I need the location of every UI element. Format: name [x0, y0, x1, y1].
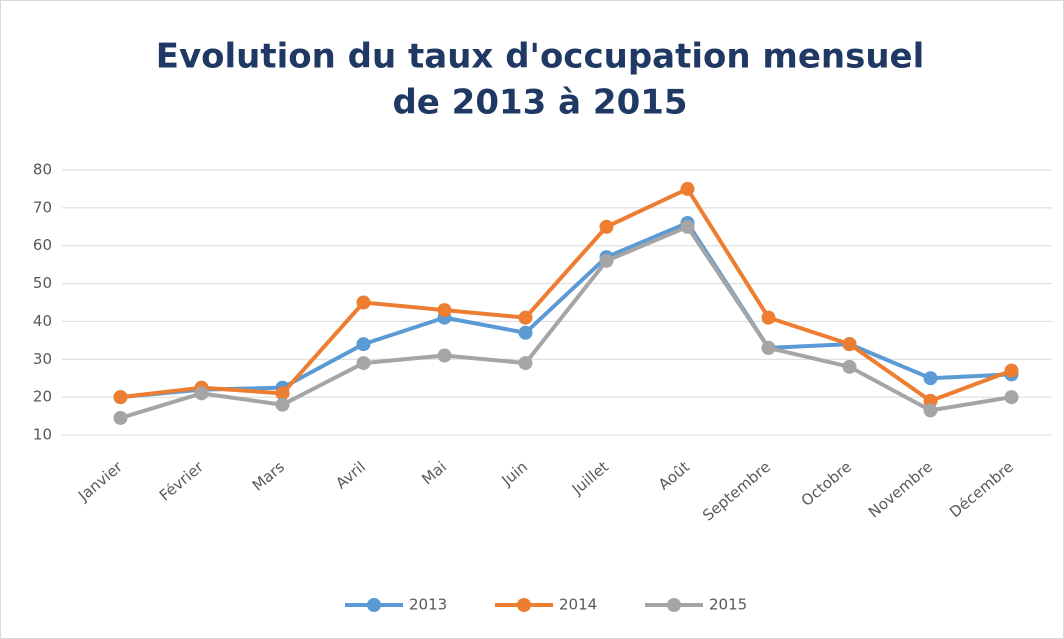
marker [599, 253, 614, 268]
marker [923, 371, 938, 386]
y-tick-label: 80 [33, 161, 52, 179]
marker [437, 348, 452, 363]
marker [437, 303, 452, 318]
legend-marker [667, 598, 681, 612]
marker [356, 337, 371, 352]
line [120, 221, 1012, 400]
marker [923, 403, 938, 418]
line [120, 186, 1013, 403]
marker [518, 310, 533, 325]
legend-marker [367, 598, 381, 612]
marker [518, 356, 533, 371]
legend-marker [517, 598, 531, 612]
marker [518, 325, 533, 340]
y-tick-label: 40 [33, 312, 52, 330]
legend-label: 2013 [409, 596, 447, 614]
legend-label: 2015 [709, 596, 747, 614]
y-tick-label: 30 [33, 350, 52, 368]
marker [761, 310, 776, 325]
marker [356, 295, 371, 310]
marker [356, 356, 371, 371]
marker [842, 337, 857, 352]
marker [275, 386, 290, 401]
y-tick-label: 70 [33, 198, 52, 216]
y-tick-label: 50 [33, 274, 52, 292]
marker [113, 410, 128, 425]
marker [761, 340, 776, 355]
line [119, 224, 1012, 420]
chart-subtitle: de 2013 à 2015 [392, 83, 687, 123]
marker [842, 359, 857, 374]
marker [1004, 390, 1019, 405]
y-tick-label: 10 [33, 426, 52, 444]
y-tick-label: 60 [33, 236, 52, 254]
marker [680, 219, 695, 234]
marker [1004, 363, 1019, 378]
y-tick-label: 20 [33, 388, 52, 406]
chart-title: Evolution du taux d'occupation mensuel [156, 37, 925, 77]
marker [275, 397, 290, 412]
marker [194, 386, 209, 401]
marker [680, 181, 695, 196]
legend-label: 2014 [559, 596, 597, 614]
marker [599, 219, 614, 234]
marker [113, 390, 128, 405]
